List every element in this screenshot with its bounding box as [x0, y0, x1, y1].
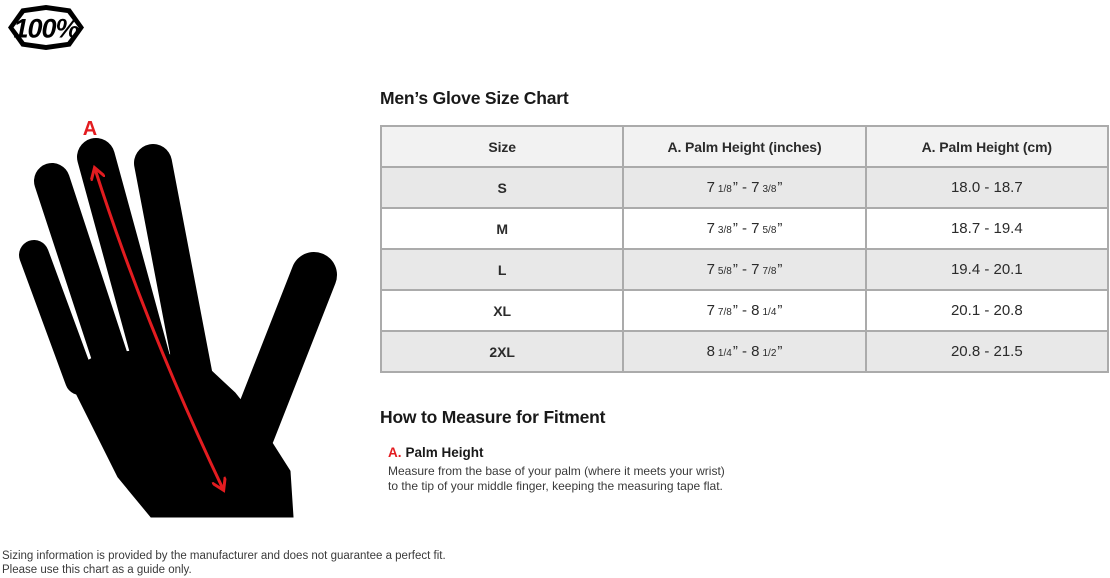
- size-chart-section: Men’s Glove Size Chart Size A. Palm Heig…: [379, 88, 1110, 494]
- hand-silhouette: [19, 138, 337, 518]
- measure-item-palm-height: A. Palm Height Measure from the base of y…: [388, 445, 1109, 494]
- inches-low-fraction: 5/8: [717, 266, 732, 277]
- thumb: [229, 252, 337, 456]
- inches-high-fraction: 1/4: [762, 307, 777, 318]
- inches-range-separator: ” - 8: [732, 302, 760, 319]
- hand-diagram-svg: A: [19, 118, 337, 518]
- inches-low-fraction: 1/8: [717, 184, 732, 195]
- inches-high-mark: ”: [777, 179, 783, 196]
- palm-inches-cell: 7 1/8” - 7 3/8”: [622, 166, 867, 209]
- table-row: XL 7 7/8” - 8 1/4” 20.1 - 20.8: [379, 289, 1110, 332]
- measure-arrow-a: [95, 169, 223, 489]
- inches-low-whole: 7: [706, 220, 715, 237]
- inches-high-fraction: 7/8: [762, 266, 777, 277]
- table-row: 2XL 8 1/4” - 8 1/2” 20.8 - 21.5: [379, 330, 1110, 373]
- inches-high-fraction: 5/8: [762, 225, 777, 236]
- palm-cm-cell: 20.8 - 21.5: [864, 330, 1110, 373]
- logo-badge: 100%: [8, 5, 84, 50]
- size-chart-title: Men’s Glove Size Chart: [380, 88, 569, 108]
- palm-inches-cell: 7 7/8” - 8 1/4”: [622, 289, 867, 332]
- inches-high-mark: ”: [777, 220, 783, 237]
- inches-high-mark: ”: [777, 302, 783, 319]
- inches-range-separator: ” - 7: [732, 261, 760, 278]
- table-row: S 7 1/8” - 7 3/8” 18.0 - 18.7: [379, 166, 1110, 209]
- palm-cm-cell: 20.1 - 20.8: [864, 289, 1110, 332]
- brand-logo-100percent: 100%: [8, 4, 84, 51]
- inches-high-mark: ”: [777, 261, 783, 278]
- inches-high-fraction: 3/8: [762, 184, 777, 195]
- measure-item-letter: A.: [388, 445, 402, 460]
- table-row: M 7 3/8” - 7 5/8” 18.7 - 19.4: [379, 207, 1110, 250]
- palm-inches-cell: 7 3/8” - 7 5/8”: [622, 207, 867, 250]
- inches-range-separator: ” - 8: [732, 343, 760, 360]
- pinky-finger: [19, 240, 95, 395]
- measure-item-description: Measure from the base of your palm (wher…: [388, 464, 725, 493]
- palm-inches-cell: 8 1/4” - 8 1/2”: [622, 330, 867, 373]
- measure-label-a: A: [83, 118, 97, 140]
- size-table-body: S 7 1/8” - 7 3/8” 18.0 - 18.7 M 7 3/8” - 7 5/8” 1…: [379, 166, 1110, 373]
- hand-measurement-diagram: A: [0, 85, 380, 535]
- size-chart-table: Size A. Palm Height (inches) A. Palm Hei…: [379, 125, 1110, 373]
- inches-low-whole: 7: [706, 179, 715, 196]
- inches-low-whole: 8: [706, 343, 715, 360]
- disclaimer-line2: Please use this chart as a guide only.: [2, 564, 192, 576]
- inches-range-separator: ” - 7: [732, 220, 760, 237]
- size-cell: S: [379, 166, 625, 209]
- table-row: L 7 5/8” - 7 7/8” 19.4 - 20.1: [379, 248, 1110, 291]
- inches-high-fraction: 1/2: [762, 348, 777, 359]
- col-header-palm-inches: A. Palm Height (inches): [622, 125, 867, 168]
- disclaimer-line1: Sizing information is provided by the ma…: [2, 550, 446, 562]
- inches-low-whole: 7: [706, 261, 715, 278]
- size-cell: M: [379, 207, 625, 250]
- col-header-size: Size: [379, 125, 625, 168]
- inches-low-fraction: 7/8: [717, 307, 732, 318]
- inches-low-fraction: 3/8: [717, 225, 732, 236]
- logo-text: 100%: [13, 14, 79, 44]
- inches-low-whole: 7: [706, 302, 715, 319]
- inches-high-mark: ”: [777, 343, 783, 360]
- disclaimer: Sizing information is provided by the ma…: [2, 549, 446, 577]
- palm-inches-cell: 7 5/8” - 7 7/8”: [622, 248, 867, 291]
- palm-cm-cell: 19.4 - 20.1: [864, 248, 1110, 291]
- size-cell: XL: [379, 289, 625, 332]
- palm-cm-cell: 18.0 - 18.7: [864, 166, 1110, 209]
- inches-range-separator: ” - 7: [732, 179, 760, 196]
- palm-cm-cell: 18.7 - 19.4: [864, 207, 1110, 250]
- col-header-palm-cm: A. Palm Height (cm): [864, 125, 1110, 168]
- table-header-row: Size A. Palm Height (inches) A. Palm Hei…: [379, 125, 1110, 168]
- logo-badge-inner-shape: [13, 10, 79, 45]
- size-cell: L: [379, 248, 625, 291]
- measure-section-heading: How to Measure for Fitment: [380, 407, 606, 427]
- measure-item-name: Palm Height: [405, 445, 484, 460]
- inches-low-fraction: 1/4: [717, 348, 732, 359]
- size-cell: 2XL: [379, 330, 625, 373]
- measure-item-label: A. Palm Height: [388, 445, 1109, 460]
